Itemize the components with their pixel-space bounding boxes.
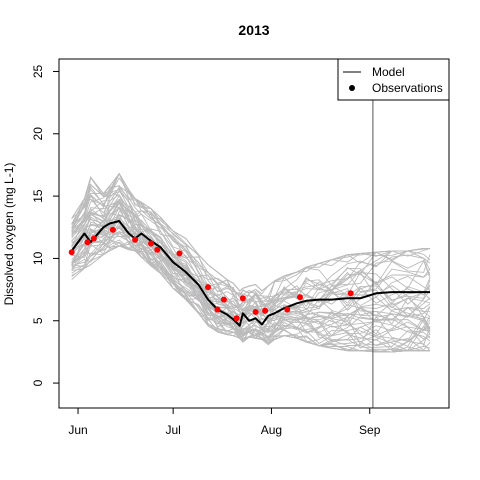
observation-point bbox=[132, 236, 139, 243]
x-tick-label: Jul bbox=[165, 423, 180, 437]
observation-point bbox=[148, 240, 154, 247]
axes-layer: 0 5 10 15 20 25 Jun Jul Aug Sep bbox=[31, 58, 450, 437]
ensemble-member-line bbox=[71, 177, 431, 320]
ensemble-member-line bbox=[71, 245, 430, 352]
model-line bbox=[70, 220, 430, 327]
ensemble-member-line bbox=[71, 232, 431, 347]
ensemble-member-line bbox=[71, 205, 431, 320]
ensemble-member-line bbox=[71, 198, 431, 311]
ensemble-member-line bbox=[71, 190, 431, 308]
legend-label: Observations bbox=[372, 81, 443, 95]
legend: Model Observations bbox=[337, 58, 450, 101]
observation-point bbox=[84, 239, 91, 246]
y-tick-label: 5 bbox=[31, 317, 45, 324]
ensemble-member-line bbox=[71, 224, 430, 353]
ensemble-member-line bbox=[71, 187, 431, 322]
observation-point bbox=[68, 249, 75, 256]
ensemble-member-line bbox=[71, 172, 431, 304]
observation-point bbox=[90, 235, 97, 242]
y-tick-label: 15 bbox=[31, 189, 45, 203]
ensemble-member-line bbox=[71, 183, 431, 320]
observation-point bbox=[262, 307, 269, 314]
observation-point bbox=[233, 315, 240, 322]
observation-point bbox=[109, 226, 116, 233]
legend-label: Model bbox=[372, 65, 405, 79]
x-tick-label: Sep bbox=[359, 423, 381, 437]
ensemble-member-line bbox=[71, 202, 431, 325]
y-tick-label: 20 bbox=[31, 127, 45, 141]
x-tick-label: Jun bbox=[68, 423, 87, 437]
y-tick-label: 25 bbox=[31, 64, 45, 78]
observation-point bbox=[252, 309, 259, 315]
plot-border bbox=[58, 58, 450, 409]
observation-point bbox=[347, 290, 354, 297]
y-tick-label: 10 bbox=[31, 251, 45, 265]
ensemble-member-line bbox=[71, 194, 431, 319]
marks-layer bbox=[68, 59, 430, 408]
observation-point bbox=[205, 284, 211, 291]
x-tick-label: Aug bbox=[261, 423, 282, 437]
ensemble-member-line bbox=[71, 186, 431, 317]
legend-box bbox=[337, 58, 450, 101]
observation-point bbox=[154, 246, 161, 253]
observation-point bbox=[239, 295, 246, 302]
observation-point bbox=[220, 296, 227, 303]
observation-point bbox=[297, 294, 303, 301]
legend-point-swatch bbox=[349, 85, 355, 91]
chart-title: 2013 bbox=[238, 22, 269, 38]
y-axis-label: Dissolved oxygen (mg L-1) bbox=[2, 163, 16, 306]
observation-point bbox=[214, 306, 221, 313]
observation-point bbox=[284, 306, 291, 313]
observation-point bbox=[176, 250, 183, 257]
ensemble-layer bbox=[71, 172, 431, 353]
y-tick-label: 0 bbox=[31, 379, 45, 386]
